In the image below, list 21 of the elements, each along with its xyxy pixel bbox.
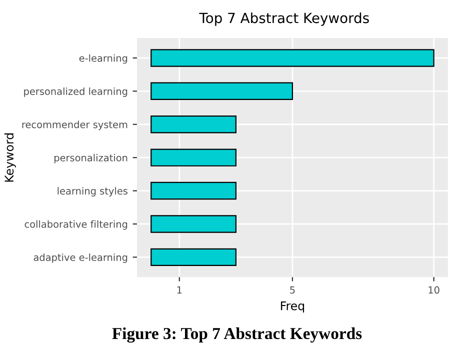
y-tick-label: personalized learning	[24, 87, 128, 97]
y-tick-label: recommender system	[22, 120, 128, 130]
bar	[150, 49, 434, 67]
y-axis-title: Keyword	[4, 133, 16, 182]
caption: Figure 3: Top 7 Abstract Keywords	[112, 327, 362, 343]
bar	[150, 248, 236, 266]
y-tick-label: collaborative filtering	[24, 220, 128, 230]
bar	[150, 148, 236, 166]
x-tick-label: 5	[290, 286, 295, 294]
bar	[150, 82, 294, 100]
x-tick-label: 1	[177, 286, 182, 294]
bar	[150, 215, 236, 233]
y-tick-label: learning styles	[58, 187, 128, 196]
y-tick-label: adaptive e-learning	[34, 253, 128, 263]
x-tick-label: 10	[428, 286, 440, 294]
bar	[150, 116, 236, 134]
bar	[150, 182, 236, 200]
x-axis-title: Freq	[280, 301, 304, 313]
chart-title: Top 7 Abstract Keywords	[199, 12, 369, 26]
y-tick-label: personalization	[54, 154, 128, 164]
y-tick-label: e-learning	[79, 54, 128, 64]
